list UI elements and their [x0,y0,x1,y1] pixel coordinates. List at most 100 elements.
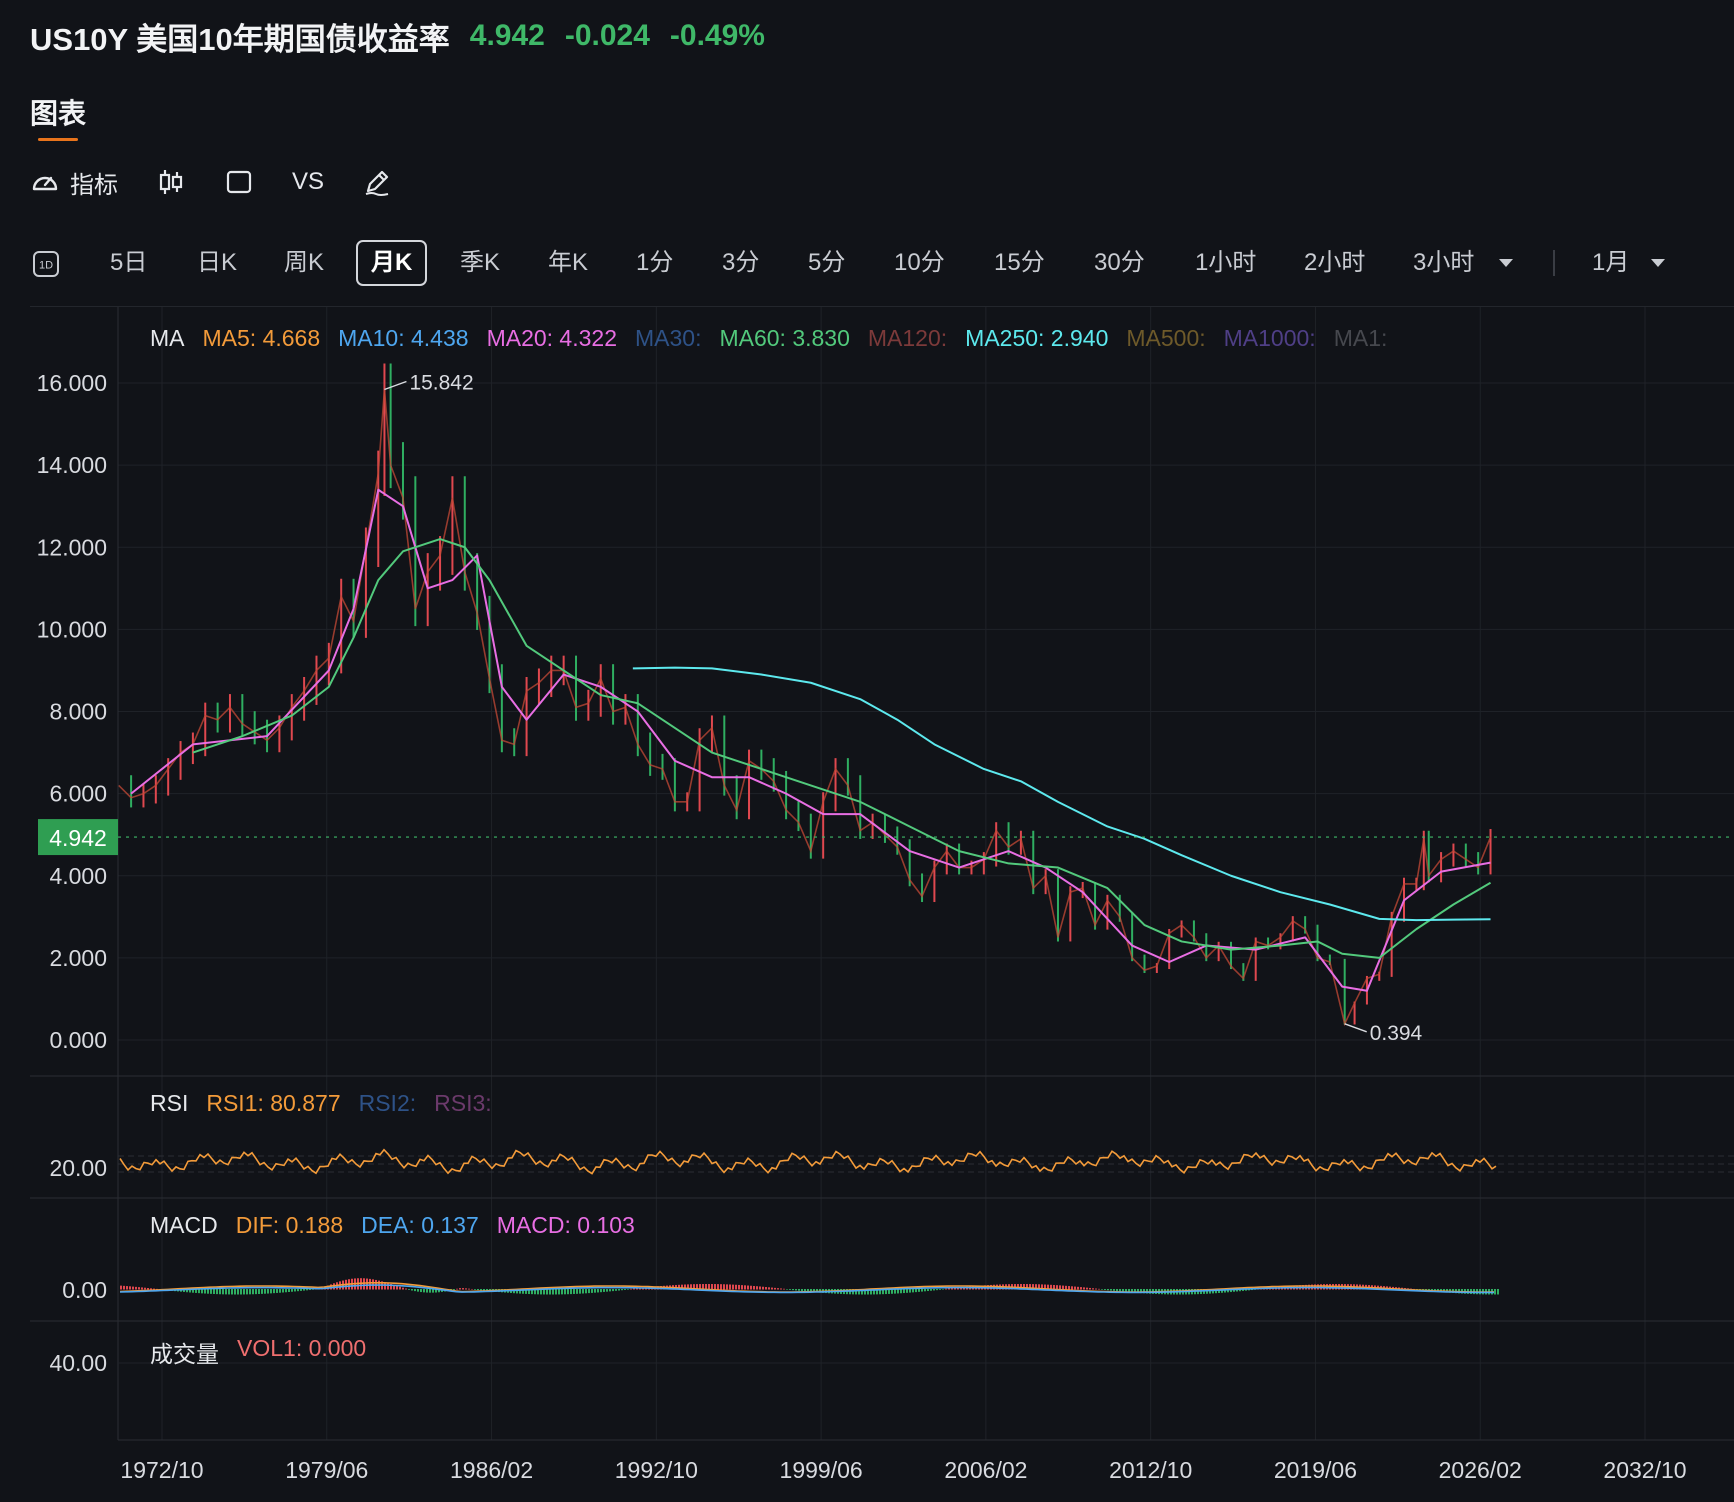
period-15min[interactable]: 15分 [994,249,1045,276]
macd-bar [939,1289,941,1290]
period-separator [1553,250,1555,276]
macd-bar [222,1289,224,1295]
macd-bar [594,1289,596,1293]
period-quarter[interactable]: 季K [460,249,501,276]
macd-bar [864,1289,866,1295]
macd-bar [720,1284,722,1290]
macd-bar [393,1284,395,1290]
toolbar-divider [30,306,1734,307]
macd-bar [738,1284,740,1290]
macd-bar [1065,1285,1067,1290]
period-2h[interactable]: 2小时 [1304,249,1366,276]
macd-bar [750,1285,752,1290]
macd-bar [807,1289,809,1292]
ma-legend-title: MA [150,325,185,351]
macd-bar [1056,1285,1058,1290]
range-select[interactable]: 1月 [1592,249,1630,276]
period-month[interactable]: 月K [356,240,428,286]
pen-icon [365,170,389,196]
macd-bar [411,1289,413,1291]
layout-button[interactable] [224,167,254,197]
chart-type-button[interactable] [156,167,186,197]
period-30min[interactable]: 30分 [1094,249,1145,276]
draw-button[interactable] [362,167,392,197]
macd-bar [561,1289,563,1295]
period-bar: 1D 5日 日K 周K 月K 季K 年K 1分 3分 5分 10分 15分 30… [30,240,1720,286]
macd-bar [297,1289,299,1292]
period-5d[interactable]: 5日 [110,249,148,276]
macd-bar [882,1289,884,1295]
period-year[interactable]: 年K [548,249,589,276]
macd-bar [612,1289,614,1292]
dea-legend: DEA: 0.137 [361,1212,479,1238]
macd-bar [627,1289,629,1290]
macd-bar [1071,1286,1073,1290]
macd-bar [792,1289,794,1291]
macd-bar [687,1284,689,1290]
macd-bar [1125,1289,1127,1292]
macd-bar [1047,1284,1049,1290]
macd-bar [573,1289,575,1294]
macd-bar [813,1289,815,1293]
compare-button[interactable]: VS [292,168,324,196]
volume-y-tick-label: 40.00 [49,1350,107,1376]
macd-bar [690,1284,692,1290]
macd-bar [138,1287,140,1290]
period-5min[interactable]: 5分 [808,249,846,276]
macd-bar [936,1289,938,1291]
macd-bar [870,1289,872,1295]
macd-bar [786,1289,788,1290]
period-day[interactable]: 日K [197,249,238,276]
rsi3-legend: RSI3: [434,1090,492,1116]
macd-bar [597,1289,599,1293]
macd-bar [747,1285,749,1290]
macd-bar [708,1284,710,1290]
macd-bar [804,1289,806,1292]
x-tick-label: 1986/02 [450,1457,533,1483]
ma5-legend: MA5: 4.668 [202,325,321,351]
macd-bar [477,1289,479,1291]
candlestick-icon [159,170,183,194]
rsi-legend-title: RSI [150,1090,189,1116]
macd-bar [522,1289,524,1294]
period-3min[interactable]: 3分 [722,249,760,276]
macd-bar [264,1289,266,1294]
x-tick-label: 2012/10 [1109,1457,1192,1483]
indicator-button[interactable]: 指标 [30,165,118,200]
max-label: 15.842 [409,371,473,394]
period-week[interactable]: 周K [284,249,325,276]
macd-bar [1137,1289,1139,1293]
macd-bar [1038,1284,1040,1290]
y-tick-label: 14.000 [37,452,107,478]
period-dropdown-icon[interactable] [1497,256,1515,270]
macd-bar [192,1289,194,1293]
chart-grid [118,307,1734,1440]
macd-bar [309,1289,311,1291]
macd-bar [1128,1289,1130,1293]
period-1h[interactable]: 1小时 [1195,249,1257,276]
macd-bar [585,1289,587,1294]
macd-bar [1050,1284,1052,1290]
macd-bar [855,1289,857,1295]
macd-bar [1089,1287,1091,1290]
period-10min[interactable]: 10分 [894,249,945,276]
period-1min[interactable]: 1分 [636,249,674,276]
macd-bar [300,1289,302,1291]
macd-bar [957,1287,959,1290]
tab-chart[interactable]: 图表 [30,98,87,129]
macd-bar [1098,1288,1100,1290]
range-dropdown-icon[interactable] [1649,256,1667,270]
macd-bar [420,1289,422,1293]
d1-icon[interactable]: 1D [32,250,60,278]
macd-bar [603,1289,605,1292]
macd-bar [897,1289,899,1294]
macd-bar [1080,1287,1082,1290]
header: US10Y 美国10年期国债收益率 4.942 -0.024 -0.49% [30,14,765,58]
macd-bar [756,1286,758,1290]
macd-bar [429,1289,431,1293]
period-3h[interactable]: 3小时 [1413,249,1475,276]
vol1-legend: VOL1: 0.000 [237,1335,367,1361]
macd-bar [207,1289,209,1294]
macd-bar [729,1284,731,1290]
